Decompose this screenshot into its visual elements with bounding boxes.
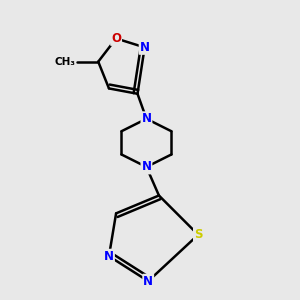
Text: CH₃: CH₃ bbox=[54, 57, 75, 67]
Text: S: S bbox=[194, 228, 203, 241]
Text: N: N bbox=[104, 250, 114, 263]
Text: O: O bbox=[111, 32, 121, 45]
Text: N: N bbox=[141, 160, 152, 173]
Text: N: N bbox=[141, 112, 152, 125]
Text: N: N bbox=[143, 275, 153, 288]
Text: N: N bbox=[140, 41, 150, 54]
